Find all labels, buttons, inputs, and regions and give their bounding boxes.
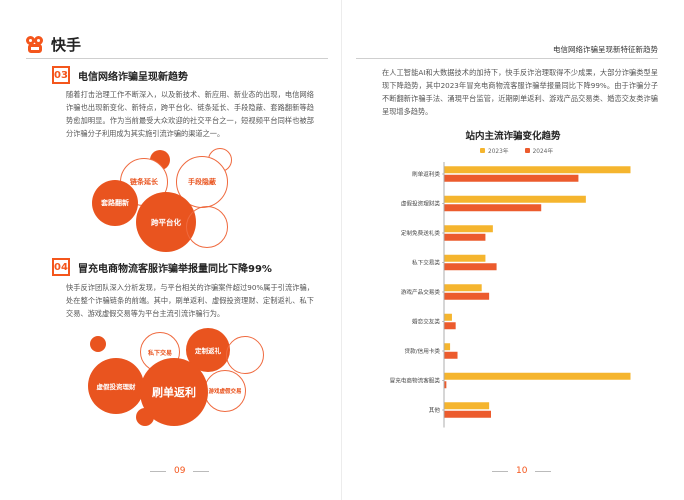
decor-circle xyxy=(226,336,264,374)
kuaishou-logo: 快手 xyxy=(26,34,81,55)
bar-2024 xyxy=(444,204,542,212)
bar-2024 xyxy=(444,263,497,271)
bar-2024 xyxy=(444,174,579,182)
bar-2024 xyxy=(444,292,490,300)
header-rule xyxy=(26,58,328,59)
bar-2023 xyxy=(444,372,631,380)
legend-item: 2023年 xyxy=(480,146,509,155)
bar-2024 xyxy=(444,410,491,418)
section-number: 03 xyxy=(52,66,70,84)
folio-rule xyxy=(535,470,552,472)
section-title: 电信网络诈骗呈现新趋势 xyxy=(78,71,188,83)
legend-item: 2024年 xyxy=(524,146,554,155)
page-number: 09 xyxy=(150,466,210,476)
section-paragraph: 快手反诈团队深入分析发现，与平台相关的诈骗案件超过90%属于引流诈骗，处在整个诈… xyxy=(66,283,314,318)
legend-swatch xyxy=(524,148,530,153)
section-heading-03: 03 电信网络诈骗呈现新趋势 xyxy=(52,66,188,84)
section-number: 04 xyxy=(52,258,70,276)
bar-2023 xyxy=(444,166,631,174)
bar-2024 xyxy=(444,233,486,241)
folio-rule xyxy=(492,470,508,472)
bar-2023 xyxy=(444,343,451,351)
bubble-label: 虚假投资理财 xyxy=(88,358,144,414)
chart-title: 站内主流诈骗变化趋势 xyxy=(465,131,561,142)
decor-circle xyxy=(90,336,106,352)
bubble-label: 游戏虚假交易 xyxy=(204,370,246,412)
folio-rule xyxy=(150,470,166,472)
page-number: 10 xyxy=(492,466,552,476)
category-label: 游戏产品交易类 xyxy=(401,288,441,296)
bubble-label: 套路翻新 xyxy=(92,180,138,226)
legend-swatch xyxy=(480,148,485,153)
running-header: 电信网络诈骗呈现新特征新趋势 xyxy=(553,45,658,54)
right-page: 电信网络诈骗呈现新特征新趋势 在人工智能AI和大数据技术的加持下，快手反诈治理取… xyxy=(342,0,684,500)
left-page: 快手 03 电信网络诈骗呈现新趋势 随着打击治理工作不断深入，以及新技术、新应用… xyxy=(26,34,328,476)
legend-label: 2024年 xyxy=(532,149,554,155)
fraud-trend-bar-chart: 刷单返利类虚假投资理财类定制免费送礼类私下交易类游戏产品交易类婚恋交友类贷款/信… xyxy=(390,162,631,428)
bar-2023 xyxy=(444,313,452,321)
decor-circle xyxy=(186,206,228,248)
category-label: 贷款/信用卡类 xyxy=(405,347,441,355)
header-rule xyxy=(356,58,658,59)
category-label: 私下交易类 xyxy=(412,259,440,267)
bar-2023 xyxy=(444,254,486,262)
page-number-text: 09 xyxy=(174,466,186,476)
category-label: 刷单返利类 xyxy=(412,170,440,178)
bar-2023 xyxy=(444,402,490,410)
bar-2023 xyxy=(444,225,493,233)
decor-circle xyxy=(136,408,154,426)
page-number-text: 10 xyxy=(516,466,528,476)
legend-label: 2023年 xyxy=(488,149,509,155)
kuaishou-logo-icon xyxy=(26,35,46,54)
category-label: 虚假投资理财类 xyxy=(401,200,441,208)
folio-rule xyxy=(193,470,210,472)
section-paragraph: 随着打击治理工作不断深入，以及新技术、新应用、新业态的出现，电信网络诈骗也出现新… xyxy=(66,90,314,138)
intro-paragraph: 在人工智能AI和大数据技术的加持下，快手反诈治理取得不少成果，大部分诈骗类型呈现… xyxy=(382,68,658,116)
category-label: 婚恋交友类 xyxy=(412,318,440,326)
category-label: 定制免费送礼类 xyxy=(401,229,441,237)
bar-2024 xyxy=(444,381,447,389)
section-heading-04: 04 冒充电商物流客服诈骗举报量同比下降99% xyxy=(52,258,272,276)
category-label: 冒充电商物流客服类 xyxy=(390,377,441,385)
section-title: 冒充电商物流客服诈骗举报量同比下降99% xyxy=(78,263,272,275)
brand-name: 快手 xyxy=(51,36,82,54)
bar-2024 xyxy=(444,351,458,359)
bar-2023 xyxy=(444,195,586,203)
chart-legend: 2023年 2024年 xyxy=(480,146,553,155)
bar-2023 xyxy=(444,284,482,292)
bar-2024 xyxy=(444,322,456,330)
category-label: 其他 xyxy=(429,406,441,414)
